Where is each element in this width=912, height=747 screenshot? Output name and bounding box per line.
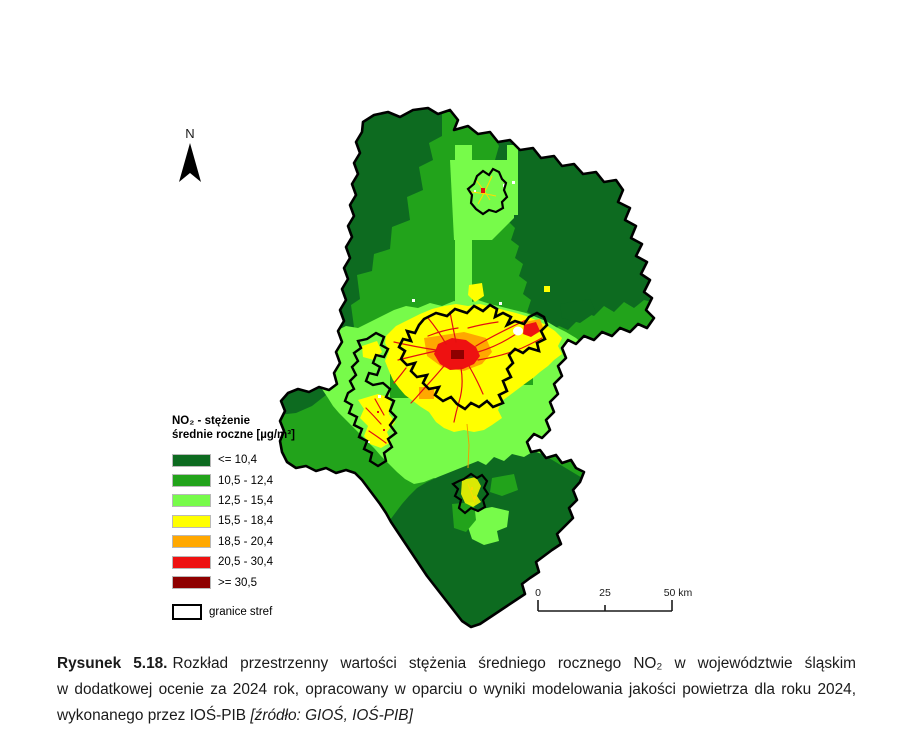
legend-item: 10,5 - 12,4	[172, 470, 312, 490]
legend-swatch	[172, 514, 211, 528]
north-arrow: N	[168, 126, 212, 190]
zone-borders-label: granice stref	[209, 605, 273, 618]
legend-item: >= 30,5	[172, 572, 312, 592]
scale-bar: 0 25 50 km	[535, 587, 693, 612]
legend-title: NO₂ - stężenie średnie roczne [µg/m³]	[172, 414, 312, 442]
scale-label-middle: 25	[599, 587, 611, 599]
legend-label: 20,5 - 30,4	[218, 556, 273, 569]
voivodeship-boundary	[278, 106, 656, 629]
zone-borders-swatch	[172, 603, 202, 620]
legend-item: 15,5 - 18,4	[172, 511, 312, 531]
legend-title-line2: średnie roczne [µg/m³]	[172, 429, 295, 441]
no2-concentration-map	[278, 106, 656, 629]
legend-swatch	[172, 555, 211, 569]
north-arrow-icon	[179, 143, 201, 182]
legend-label: 10,5 - 12,4	[218, 474, 273, 487]
legend-swatch	[172, 474, 211, 488]
scale-bar-line	[537, 600, 673, 612]
legend-label: >= 30,5	[218, 576, 258, 589]
legend-label: 18,5 - 20,4	[218, 535, 273, 548]
caption-line-3: wykonanego przez IOŚ-PIB [źródło: GIOŚ, …	[57, 703, 856, 729]
scale-label-end: 50 km	[664, 587, 693, 599]
legend-items: <= 10,4 10,5 - 12,4 12,5 - 15,4 15,5 - 1…	[172, 450, 312, 593]
legend-item: <= 10,4	[172, 450, 312, 470]
legend-item: 12,5 - 15,4	[172, 491, 312, 511]
caption-figure-number: Rysunek 5.18.	[57, 655, 168, 672]
caption-text-1: Rozkład przestrzenny wartości stężenia ś…	[172, 655, 856, 672]
legend-swatch	[172, 535, 211, 549]
north-label: N	[185, 126, 195, 141]
caption-line-2: w dodatkowej ocenie za 2024 rok, opracow…	[57, 677, 856, 703]
scale-label-start: 0	[535, 587, 541, 599]
figure-caption: Rysunek 5.18. Rozkład przestrzenny wartoś…	[57, 651, 856, 729]
caption-text-2: w dodatkowej ocenie za 2024 rok, opracow…	[57, 681, 856, 698]
legend-swatch	[172, 494, 211, 508]
legend-title-line1: NO₂ - stężenie	[172, 415, 250, 427]
caption-source: [źródło: GIOŚ, IOŚ-PIB]	[250, 707, 413, 724]
caption-line-1: Rysunek 5.18. Rozkład przestrzenny wartoś…	[57, 651, 856, 677]
legend: NO₂ - stężenie średnie roczne [µg/m³] <=…	[172, 414, 312, 620]
legend-swatch	[172, 453, 211, 467]
legend-swatch	[172, 576, 211, 590]
legend-zones-item: granice stref	[172, 603, 312, 620]
zone-boundaries	[343, 167, 549, 515]
legend-item: 20,5 - 30,4	[172, 552, 312, 572]
legend-label: 12,5 - 15,4	[218, 494, 273, 507]
caption-text-3: wykonanego przez IOŚ-PIB	[57, 707, 247, 724]
legend-item: 18,5 - 20,4	[172, 532, 312, 552]
legend-label: <= 10,4	[218, 454, 258, 467]
legend-label: 15,5 - 18,4	[218, 515, 273, 528]
map-silesia	[278, 100, 660, 632]
